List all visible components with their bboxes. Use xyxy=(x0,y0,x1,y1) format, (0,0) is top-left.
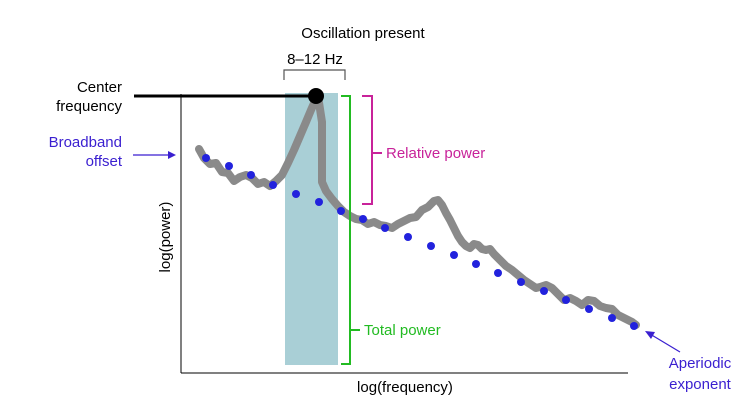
total-power-bracket xyxy=(341,95,360,365)
aperiodic-dot xyxy=(292,190,300,198)
aperiodic-dot xyxy=(540,287,548,295)
broadband-offset-label-line1: Broadband xyxy=(49,134,122,151)
center-frequency-label-line2: frequency xyxy=(56,98,122,115)
band-label: 8–12 Hz xyxy=(287,51,343,68)
peak-marker xyxy=(308,88,324,104)
aperiodic-dot xyxy=(450,251,458,259)
aperiodic-dot xyxy=(225,162,233,170)
aperiodic-dot xyxy=(608,314,616,322)
aperiodic-dot xyxy=(427,242,435,250)
aperiodic-dot xyxy=(404,233,412,241)
relative-power-bracket xyxy=(362,95,382,205)
aperiodic-dot xyxy=(472,260,480,268)
aperiodic-dot xyxy=(585,305,593,313)
broadband-offset-label-line2: offset xyxy=(86,153,123,170)
x-axis-label: log(frequency) xyxy=(357,379,453,396)
relative-power-label: Relative power xyxy=(386,145,485,162)
aperiodic-dot xyxy=(202,154,210,162)
aperiodic-dot xyxy=(247,171,255,179)
aperiodic-dot xyxy=(359,215,367,223)
aperiodic-exponent-label-line2: exponent xyxy=(669,376,732,393)
aperiodic-dot xyxy=(517,278,525,286)
power-spectrum-line xyxy=(195,92,640,329)
aperiodic-dot xyxy=(381,224,389,232)
aperiodic-dot xyxy=(337,207,345,215)
diagram-title: Oscillation present xyxy=(301,25,425,42)
aperiodic-exponent-arrow xyxy=(649,333,681,353)
alpha-band-region xyxy=(285,93,338,365)
center-frequency-label-line1: Center xyxy=(77,79,122,96)
aperiodic-dot xyxy=(315,198,323,206)
y-axis-label: log(power) xyxy=(157,202,174,273)
aperiodic-dot xyxy=(562,296,570,304)
aperiodic-dot xyxy=(269,181,277,189)
aperiodic-exponent-arrowhead xyxy=(645,331,655,339)
aperiodic-fit-dots xyxy=(202,154,638,330)
aperiodic-exponent-label-line1: Aperiodic xyxy=(669,355,732,372)
total-power-label: Total power xyxy=(364,322,441,339)
broadband-offset-arrowhead xyxy=(168,151,176,159)
aperiodic-dot xyxy=(630,322,638,330)
aperiodic-dot xyxy=(494,269,502,277)
band-bracket xyxy=(283,69,346,80)
